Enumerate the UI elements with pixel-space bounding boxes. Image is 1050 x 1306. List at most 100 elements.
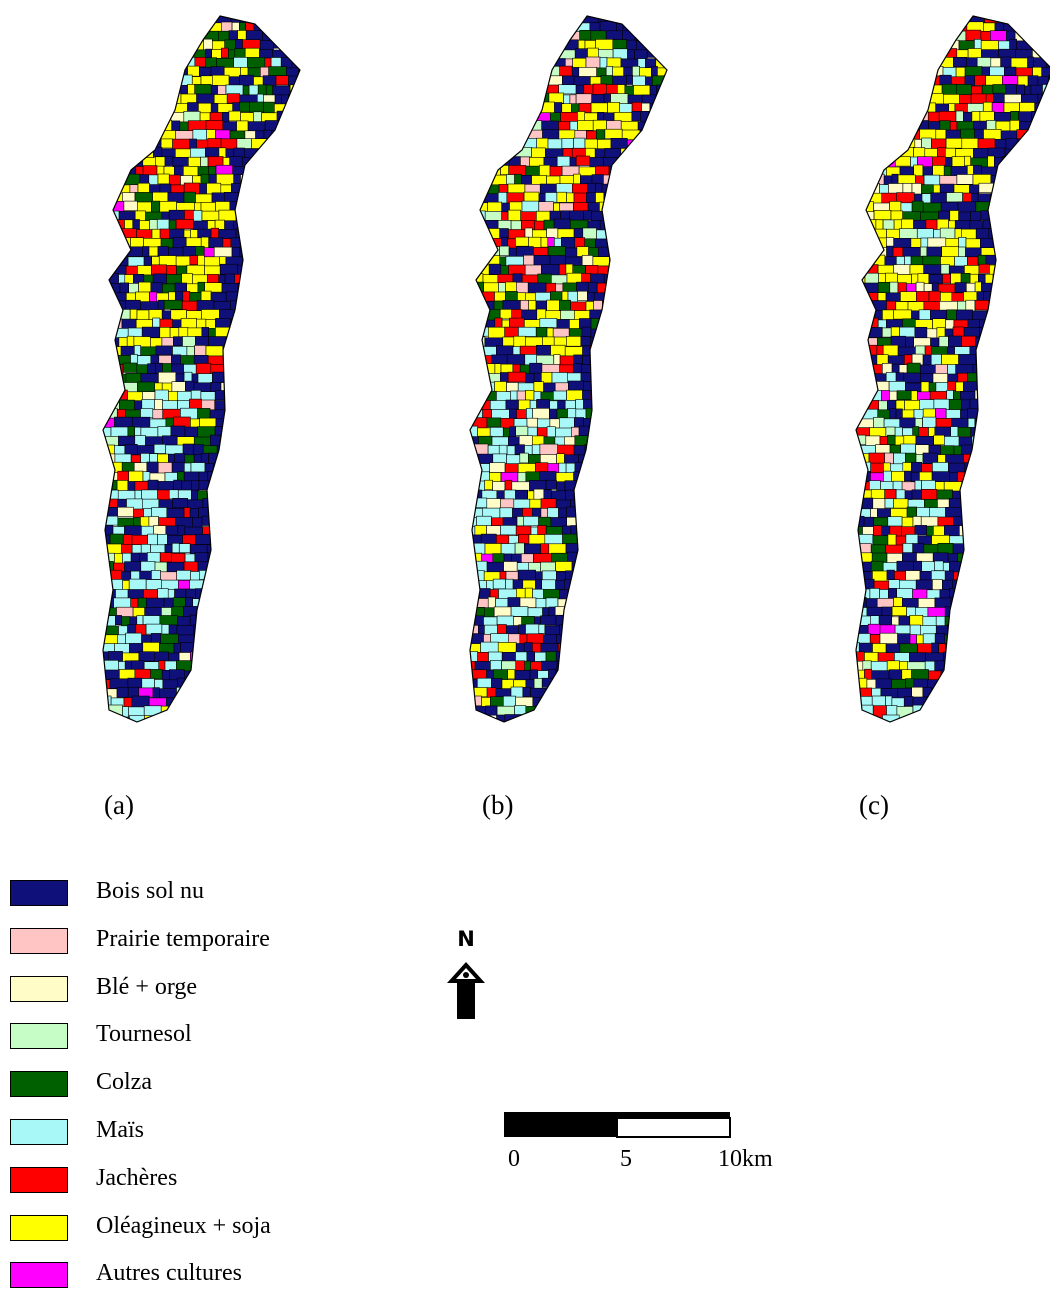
parcel [472, 498, 487, 508]
parcel [868, 624, 880, 634]
parcel [243, 255, 252, 265]
parcel [872, 696, 885, 706]
north-letter: N [457, 928, 475, 951]
parcel [226, 364, 241, 377]
parcel [532, 643, 541, 653]
parcel [193, 211, 202, 223]
parcel [491, 678, 502, 688]
parcel [887, 570, 894, 580]
map-panel-b [462, 10, 702, 730]
parcel [941, 264, 949, 274]
parcel [970, 399, 988, 409]
parcel [104, 507, 118, 517]
parcel [505, 480, 512, 491]
scale-tick-5: 5 [620, 1146, 632, 1173]
parcel [498, 283, 505, 293]
parcel [250, 102, 264, 112]
legend-swatch [10, 1023, 68, 1049]
parcel [146, 624, 162, 634]
parcel [226, 410, 234, 423]
legend-swatch [10, 1071, 68, 1097]
parcel [883, 471, 891, 482]
parcel [584, 211, 592, 220]
legend-item: Prairie temporaire [10, 924, 330, 972]
parcel [508, 598, 520, 608]
parcel [951, 427, 958, 437]
parcel [1019, 112, 1032, 122]
parcel [575, 436, 592, 446]
parcel [227, 94, 240, 103]
legend-item: Jachères [10, 1163, 330, 1211]
parcel [903, 247, 920, 257]
parcel [978, 428, 995, 438]
parcel [188, 103, 199, 113]
parcel [224, 356, 236, 366]
parcel [917, 229, 933, 239]
parcel [633, 76, 646, 87]
parcel [965, 536, 981, 545]
legend-label: Blé + orge [96, 974, 197, 1001]
parcel [110, 534, 123, 544]
parcel [169, 175, 180, 185]
parcel [928, 697, 942, 709]
parcel [153, 148, 162, 157]
parcel [608, 220, 617, 233]
parcel [596, 193, 604, 203]
parcel [126, 300, 141, 310]
parcel [501, 237, 507, 247]
parcel [564, 579, 579, 590]
parcel [490, 401, 506, 410]
parcel [229, 77, 239, 86]
parcel [938, 543, 953, 554]
parcel [958, 202, 976, 213]
parcel [222, 112, 229, 123]
parcel [298, 75, 305, 85]
parcel [979, 264, 989, 273]
parcel [162, 625, 169, 635]
parcel [627, 40, 637, 51]
legend-item: Colza [10, 1067, 330, 1115]
parcel [175, 149, 190, 158]
parcel [160, 327, 170, 338]
parcel [871, 463, 884, 473]
parcel [580, 30, 591, 40]
parcel [158, 174, 169, 184]
parcel [523, 516, 538, 525]
parcel [198, 374, 212, 383]
parcel [894, 571, 905, 580]
parcel [632, 66, 639, 77]
parcel [546, 480, 556, 489]
parcel [220, 436, 235, 448]
parcel [549, 409, 557, 419]
parcel [541, 544, 549, 554]
parcel [945, 607, 959, 618]
parcel [469, 670, 487, 679]
parcel [186, 597, 193, 607]
parcel [882, 310, 893, 320]
parcel [190, 509, 198, 519]
parcel [117, 687, 128, 697]
parcel [957, 175, 973, 185]
parcel [993, 274, 1002, 287]
parcel [243, 40, 261, 49]
parcel [891, 211, 903, 221]
parcel [576, 409, 586, 419]
parcel [975, 75, 986, 85]
parcel [149, 247, 158, 256]
parcel [523, 508, 533, 517]
parcel [504, 490, 515, 499]
parcel [593, 401, 606, 413]
parcel [160, 553, 171, 562]
parcel [503, 300, 521, 309]
parcel [474, 599, 489, 609]
parcel [104, 616, 116, 627]
parcel [958, 553, 975, 563]
parcel [956, 111, 963, 122]
parcel [204, 257, 219, 267]
parcel [900, 292, 916, 302]
parcel [945, 148, 955, 157]
parcel [118, 635, 126, 644]
legend-label: Prairie temporaire [96, 926, 270, 953]
parcel [990, 194, 1001, 204]
parcel [640, 68, 652, 77]
